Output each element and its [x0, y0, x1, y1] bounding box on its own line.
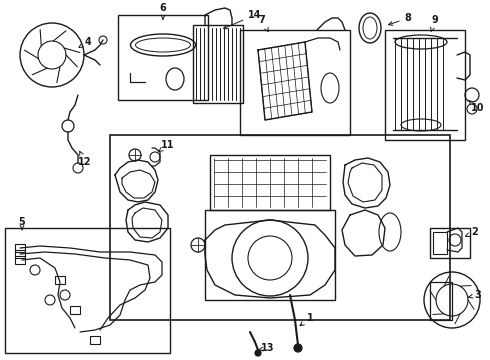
Text: 1: 1: [300, 313, 314, 326]
Bar: [15, 256, 25, 264]
Bar: [55, 276, 65, 284]
Bar: [240, 30, 350, 135]
Circle shape: [294, 344, 302, 352]
Text: 12: 12: [78, 151, 92, 167]
Bar: [15, 244, 25, 252]
Text: 10: 10: [468, 100, 485, 113]
Bar: [70, 306, 80, 314]
Bar: [193, 25, 243, 103]
Bar: [110, 135, 450, 320]
Text: 13: 13: [258, 343, 275, 353]
Circle shape: [255, 350, 261, 356]
Bar: [385, 30, 465, 140]
Bar: [205, 210, 335, 300]
Bar: [430, 282, 452, 320]
Bar: [90, 336, 100, 344]
Text: 14: 14: [223, 10, 262, 29]
Bar: [210, 155, 330, 210]
Text: 4: 4: [79, 37, 91, 48]
Bar: [430, 228, 470, 258]
Bar: [433, 232, 447, 254]
Text: 11: 11: [158, 140, 175, 152]
Text: 7: 7: [259, 15, 268, 32]
Bar: [118, 15, 208, 100]
Bar: [5, 228, 170, 353]
Text: 3: 3: [468, 290, 481, 300]
Text: 6: 6: [160, 3, 167, 19]
Text: 5: 5: [19, 217, 25, 230]
Text: 8: 8: [389, 13, 412, 25]
Text: 9: 9: [431, 15, 439, 31]
Text: 2: 2: [466, 227, 478, 237]
Bar: [15, 250, 25, 258]
